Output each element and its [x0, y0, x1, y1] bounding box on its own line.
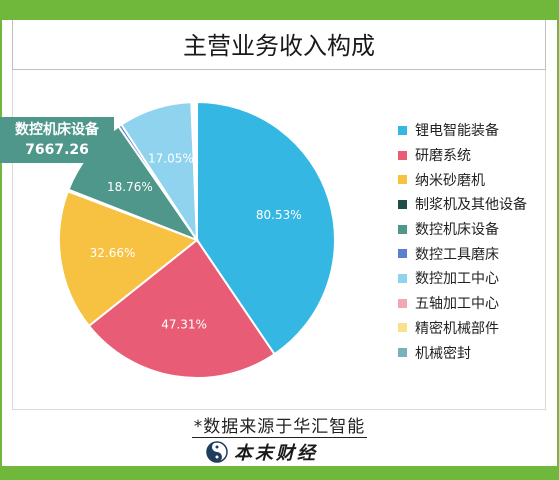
pie-slice-label-7: 17.05% [148, 152, 194, 166]
legend-item: 数控加工中心 [398, 266, 553, 291]
legend-item: 精密机械部件 [398, 316, 553, 341]
callout-value: 7667.26 [25, 142, 89, 158]
legend-label: 制浆机及其他设备 [415, 197, 527, 214]
legend-swatch [398, 199, 407, 209]
legend-item: 五轴加工中心 [398, 291, 553, 316]
legend-label: 机械密封 [415, 345, 471, 362]
legend-swatch [398, 175, 407, 185]
callout-label: 数控机床设备 7667.26 [0, 117, 114, 163]
legend-swatch [398, 273, 407, 283]
chart-legend: 锂电智能装备 研磨系统纳米砂磨机制浆机及其他设备 数控机床设备 数控工具磨床 数控加工中… [398, 118, 553, 365]
legend-label: 数控加工中心 [415, 271, 499, 288]
callout-category: 数控机床设备 [15, 122, 99, 138]
legend-label: 纳米砂磨机 [415, 172, 485, 189]
pie-slice-label-2: 47.31% [161, 318, 207, 332]
yin-yang-logo-icon [206, 441, 228, 463]
brand: 本末财经 [206, 440, 318, 464]
data-source-note: *数据来源于华汇智能 [0, 412, 559, 438]
pie-slice-10 [194, 100, 198, 241]
left-frame-bar [0, 20, 2, 466]
data-source-text: *数据来源于华汇智能 [191, 417, 368, 438]
right-frame-bar [557, 20, 559, 466]
pie-slice-label-5: 18.76% [107, 180, 153, 194]
brand-name: 本末财经 [234, 443, 318, 464]
chart-title: 主营业务收入构成 [12, 20, 546, 70]
pie-slice-2 [87, 238, 276, 379]
legend-label: 精密机械部件 [415, 320, 499, 337]
legend-swatch [398, 249, 407, 259]
legend-swatch [398, 323, 407, 333]
bottom-frame-bar [0, 466, 559, 480]
legend-label: 数控机床设备 [415, 222, 499, 239]
pie-slice-1 [196, 100, 336, 356]
pie-chart: 80.53% 47.31% 32.66% 18.76% 17.05% [58, 100, 336, 379]
legend-item: 数控机床设备 [398, 217, 553, 242]
legend-item: 研磨系统 [398, 143, 553, 168]
legend-label: 数控工具磨床 [415, 246, 499, 263]
legend-swatch [398, 224, 407, 234]
legend-label: 研磨系统 [415, 148, 471, 165]
legend-swatch [398, 150, 407, 160]
legend-swatch [398, 348, 407, 358]
legend-item: 数控工具磨床 [398, 241, 553, 266]
legend-item: 机械密封 [398, 340, 553, 365]
pie-slice-label-3: 32.66% [90, 246, 136, 260]
legend-swatch [398, 125, 407, 135]
callout-leader-line [113, 134, 123, 141]
top-frame-bar [0, 0, 559, 20]
legend-item: 锂电智能装备 [398, 118, 553, 143]
legend-item: 纳米砂磨机 [398, 167, 553, 192]
legend-item: 制浆机及其他设备 [398, 192, 553, 217]
pie-slice-label-1: 80.53% [256, 208, 302, 222]
legend-swatch [398, 298, 407, 308]
legend-label: 锂电智能装备 [415, 123, 499, 140]
pie-slice-3 [58, 189, 200, 328]
chart-panel [12, 70, 546, 410]
legend-label: 五轴加工中心 [415, 296, 499, 313]
